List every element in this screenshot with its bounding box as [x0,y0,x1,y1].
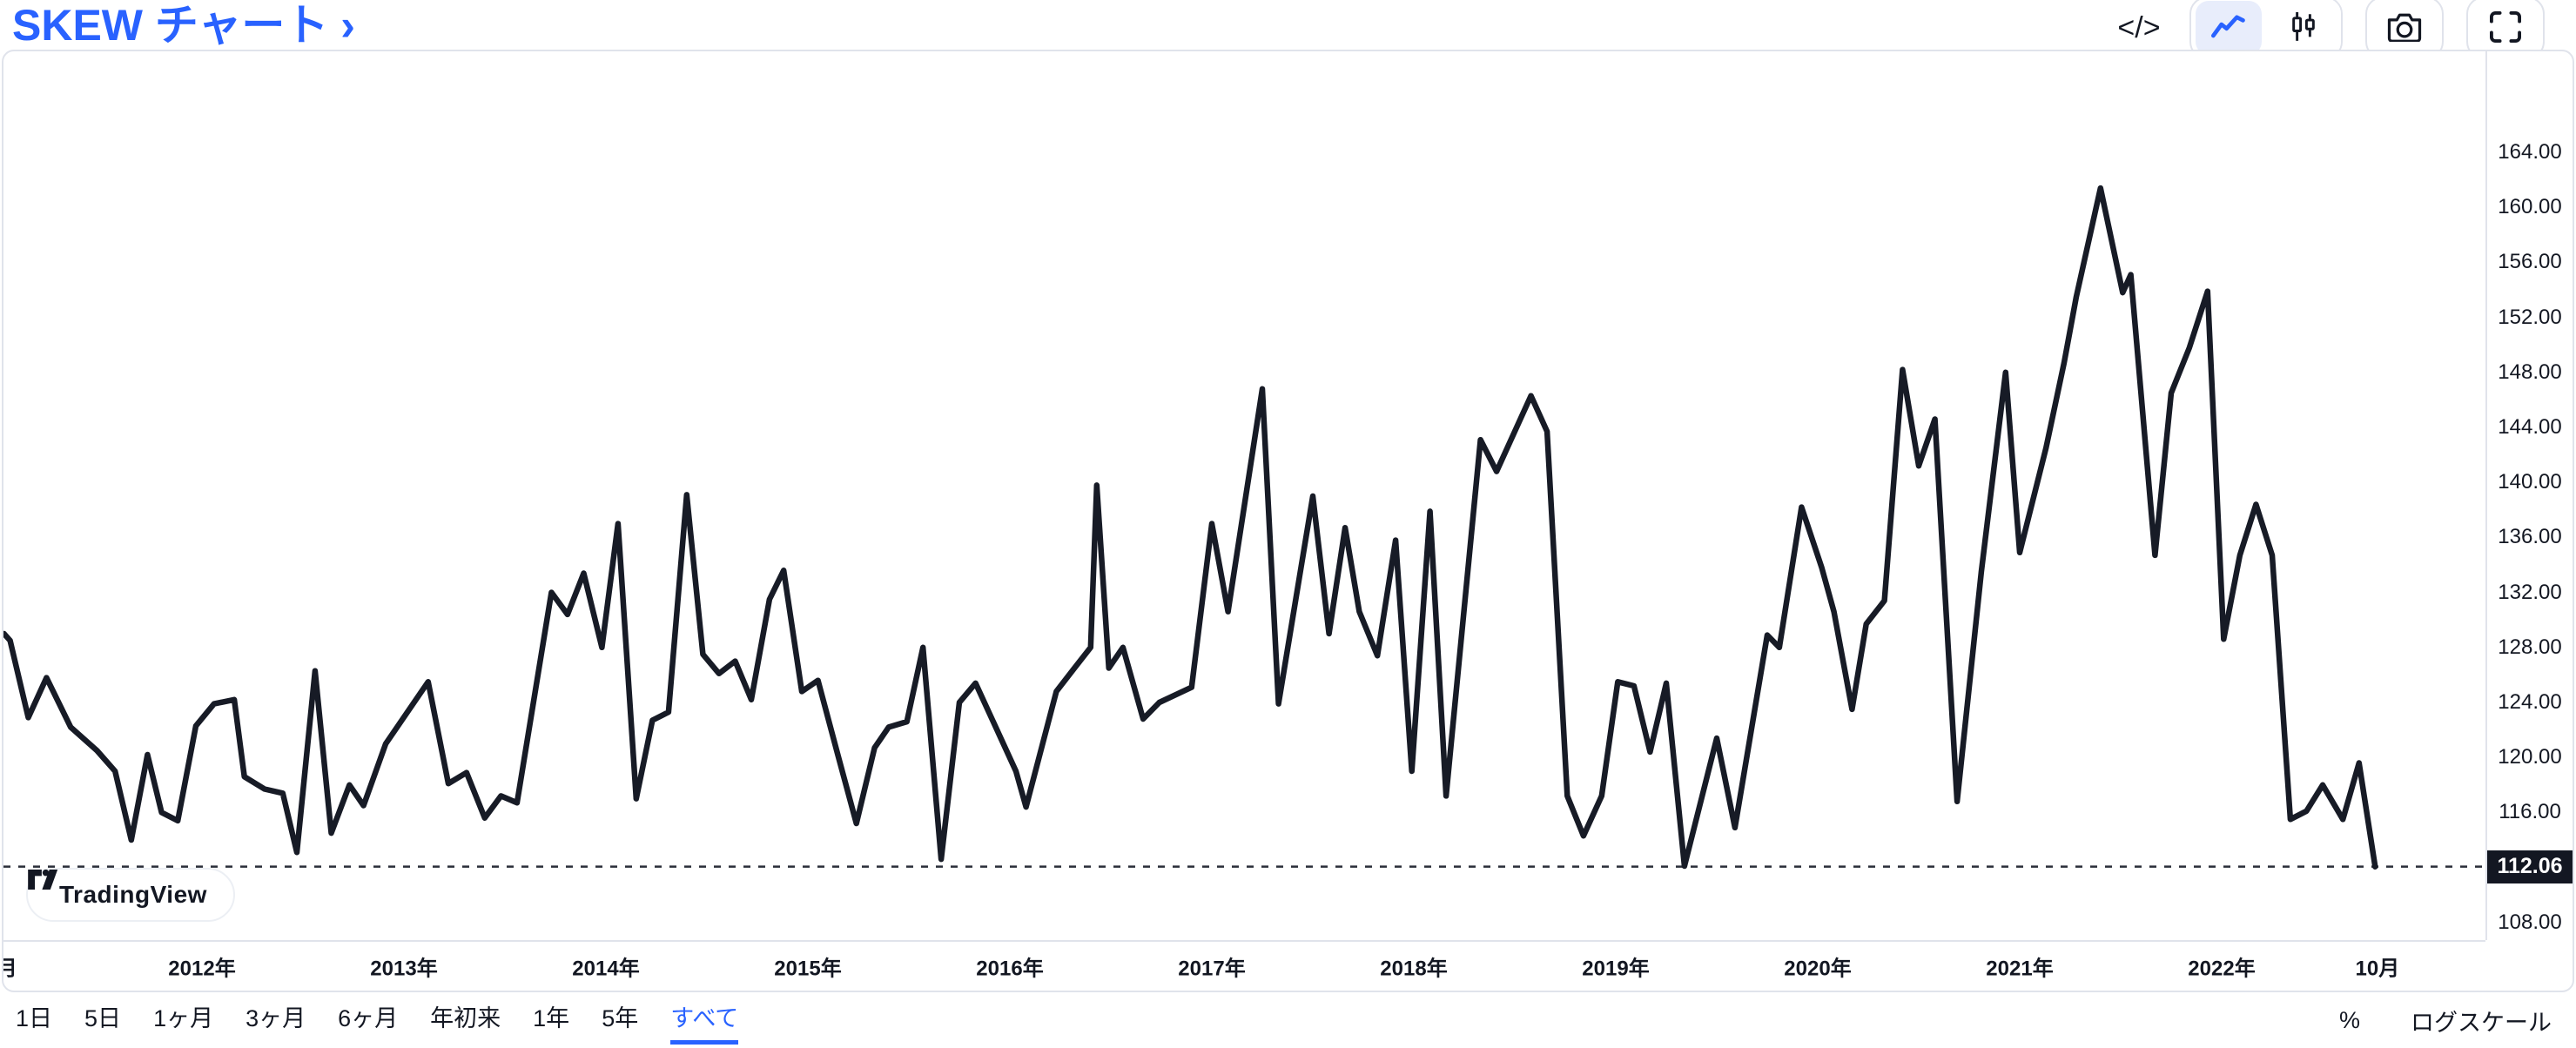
range-button-1d[interactable]: 1日 [16,996,52,1045]
range-button-3m[interactable]: 3ヶ月 [245,996,306,1045]
price-tick-label: 124.00 [2498,690,2562,714]
fullscreen-icon [2490,10,2521,45]
fullscreen-button[interactable] [2466,0,2545,59]
time-tick-label: 10月 [2355,957,2400,981]
time-tick-label: 2020年 [1784,957,1852,981]
price-tick-label: 152.00 [2498,305,2562,329]
price-tick-label: 140.00 [2498,470,2562,494]
time-tick-label: 2017年 [1178,957,1246,981]
snapshot-button[interactable] [2365,0,2444,59]
scale-tools: % ログスケール [2334,1003,2576,1038]
price-tick-label: 156.00 [2498,250,2562,274]
code-icon: </> [2117,10,2161,44]
range-button-5y[interactable]: 5年 [602,996,638,1045]
chart-plot-area[interactable]: TradingView [3,51,2485,940]
header: SKEW チャート › </> [0,0,2576,59]
time-tick-label: 2012年 [168,957,236,981]
price-tick-label: 164.00 [2498,140,2562,164]
range-button-all[interactable]: すべて [670,996,739,1045]
log-scale-button[interactable]: ログスケール [2405,1003,2557,1038]
range-button-ytd[interactable]: 年初来 [430,996,501,1045]
price-tick-label: 108.00 [2498,910,2562,934]
line-chart-icon [2211,14,2246,43]
time-tick-label: 2022年 [2188,957,2256,981]
time-axis[interactable]: 月 2012年 2013年 2014年 2015年 2016年 2017年 2018年 2019… [3,940,2485,991]
range-button-1m[interactable]: 1ヶ月 [153,996,213,1045]
time-tick-label: 2021年 [1986,957,2054,981]
candlestick-button[interactable] [2266,0,2341,57]
price-tick-label: 120.00 [2498,745,2562,769]
camera-icon [2387,12,2422,44]
price-tick-label: 128.00 [2498,635,2562,659]
time-tick-label: 2014年 [572,957,640,981]
line-chart-button[interactable] [2191,0,2266,57]
chart-card: TradingView 112.06 164.00 160.00 156.00 152… [2,50,2574,992]
time-tick-label: 2018年 [1380,957,1448,981]
time-tick-label: 2015年 [774,957,842,981]
range-button-1y[interactable]: 1年 [533,996,569,1045]
price-tick-label: 136.00 [2498,525,2562,549]
range-toolbar: 1日 5日 1ヶ月 3ヶ月 6ヶ月 年初来 1年 5年 すべて % ログスケール [0,992,2576,1048]
chart-type-toggle [2189,0,2343,59]
range-items: 1日 5日 1ヶ月 3ヶ月 6ヶ月 年初来 1年 5年 すべて [0,996,739,1045]
price-tick-label: 116.00 [2499,800,2561,824]
chart-title-link[interactable]: SKEW チャート › [12,0,355,50]
candlestick-icon [2290,11,2317,44]
percent-scale-button[interactable]: % [2334,1006,2365,1035]
price-tick-label: 132.00 [2498,580,2562,604]
tradingview-brand-text: TradingView [59,881,207,908]
time-tick-label: 2013年 [370,957,438,981]
price-tick-label: 160.00 [2498,195,2562,219]
tradingview-attribution[interactable]: TradingView [26,868,235,922]
price-tick-label: 144.00 [2498,415,2562,439]
time-tick-label: 2016年 [976,957,1044,981]
range-button-6m[interactable]: 6ヶ月 [338,996,398,1045]
price-axis[interactable]: 112.06 164.00 160.00 156.00 152.00 148.00 144… [2485,51,2573,940]
time-tick-label: 2019年 [1582,957,1650,981]
header-actions: </> [2111,0,2545,59]
skew-line-series [3,185,2378,870]
time-tick-label: 月 [3,951,17,982]
embed-code-button[interactable]: </> [2111,3,2167,52]
last-price-badge: 112.06 [2487,850,2573,883]
range-button-5d[interactable]: 5日 [84,996,121,1045]
price-tick-label: 148.00 [2498,359,2562,384]
